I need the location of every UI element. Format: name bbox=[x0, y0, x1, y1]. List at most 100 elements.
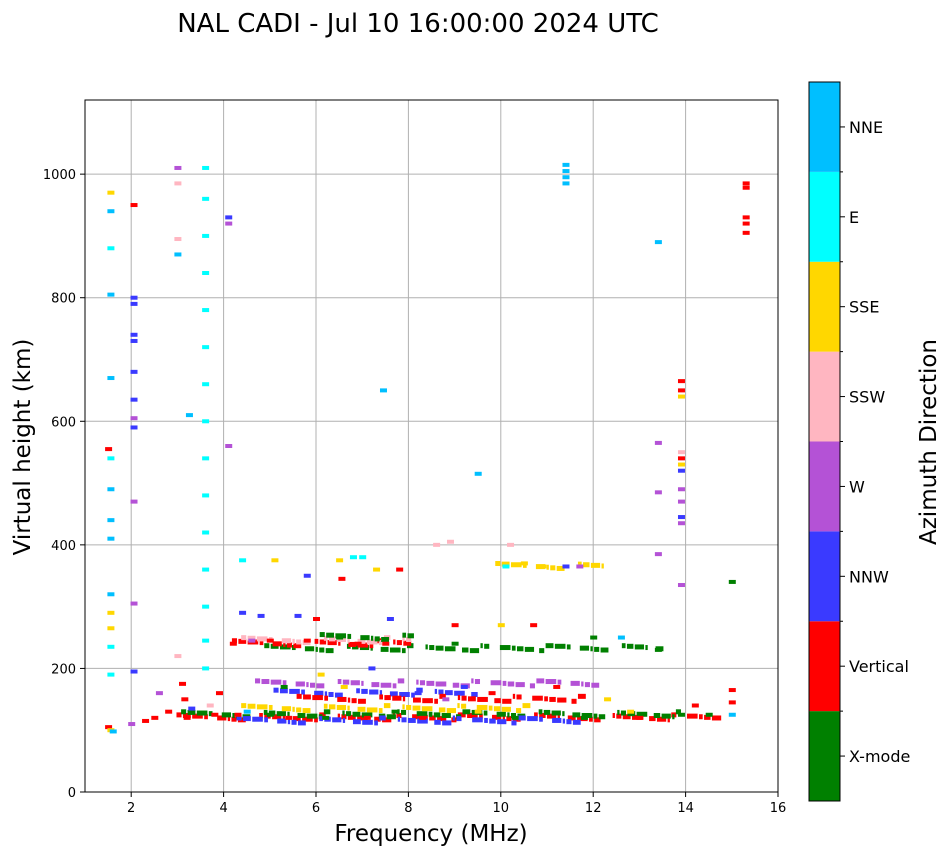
echo-point bbox=[562, 181, 570, 186]
echo-band-mark bbox=[342, 679, 350, 685]
echo-band-mark bbox=[352, 719, 361, 725]
echo-band-mark bbox=[577, 561, 582, 567]
echo-point bbox=[317, 672, 325, 677]
echo-band-mark bbox=[402, 704, 405, 710]
echo-point bbox=[107, 292, 115, 297]
echo-band-mark bbox=[396, 640, 402, 646]
echo-band-mark bbox=[243, 716, 251, 722]
echo-band-mark bbox=[547, 713, 557, 719]
echo-point bbox=[185, 413, 193, 418]
echo-point bbox=[539, 564, 547, 569]
echo-point bbox=[562, 162, 570, 167]
echo-band-mark bbox=[293, 643, 302, 649]
echo-band-mark bbox=[499, 645, 511, 651]
echo-band-mark bbox=[543, 709, 551, 715]
echo-point bbox=[202, 530, 210, 535]
echo-band-mark bbox=[645, 645, 648, 651]
echo-point bbox=[617, 635, 625, 640]
y-axis-ticks: 0 200 400 600 800 1000 bbox=[43, 168, 85, 801]
echo-band-mark bbox=[393, 639, 396, 645]
echo-band-mark bbox=[323, 635, 328, 641]
echo-point bbox=[336, 635, 344, 640]
echo-band-mark bbox=[488, 705, 493, 711]
echo-point bbox=[562, 169, 570, 174]
echo-band-mark bbox=[328, 704, 336, 710]
echo-band-mark bbox=[326, 632, 335, 638]
echo-band-mark bbox=[434, 688, 438, 694]
echo-point bbox=[248, 638, 256, 643]
echo-point bbox=[336, 558, 344, 563]
y-tick-label: 0 bbox=[68, 786, 76, 801]
echo-band-mark bbox=[302, 708, 311, 714]
echo-band-mark bbox=[506, 716, 512, 722]
echo-band-mark bbox=[452, 682, 460, 688]
echo-band-mark bbox=[649, 716, 656, 722]
echo-band-mark bbox=[572, 712, 581, 718]
echo-band-mark bbox=[314, 690, 324, 696]
echo-band-mark bbox=[378, 708, 383, 714]
echo-band-mark bbox=[192, 713, 203, 719]
echo-band-mark bbox=[366, 639, 378, 645]
echo-point bbox=[202, 165, 210, 170]
echo-band-mark bbox=[204, 714, 208, 720]
echo-band-mark bbox=[281, 706, 292, 712]
echo-point bbox=[130, 416, 138, 421]
echo-point bbox=[107, 536, 115, 541]
echo-band-mark bbox=[636, 711, 648, 717]
echo-band-mark bbox=[532, 695, 543, 701]
echo-band-mark bbox=[264, 717, 268, 723]
echo-band-mark bbox=[562, 711, 565, 717]
colorbar-segment bbox=[809, 261, 840, 352]
echo-band-mark bbox=[337, 713, 341, 719]
echo-band-mark bbox=[428, 711, 433, 717]
echo-point bbox=[627, 709, 635, 714]
colorbar-tick-label: SSW bbox=[849, 388, 885, 407]
echo-point bbox=[107, 518, 115, 523]
echo-band-mark bbox=[255, 678, 261, 684]
echo-band-mark bbox=[337, 679, 342, 685]
y-tick-label: 1000 bbox=[43, 168, 76, 183]
echo-point bbox=[107, 626, 115, 631]
echo-band-mark bbox=[379, 690, 383, 696]
echo-band-mark bbox=[273, 687, 279, 693]
echo-point bbox=[239, 610, 247, 615]
echo-band-mark bbox=[711, 715, 722, 721]
echo-band-mark bbox=[304, 646, 315, 652]
echo-band-mark bbox=[283, 641, 286, 647]
echo-band-mark bbox=[378, 640, 383, 646]
echo-point bbox=[215, 691, 223, 696]
echo-band-mark bbox=[590, 646, 593, 652]
echo-band-mark bbox=[438, 707, 446, 713]
echo-band-mark bbox=[366, 707, 378, 713]
echo-band-mark bbox=[429, 645, 435, 651]
echo-band-mark bbox=[534, 712, 538, 718]
echo-band-mark bbox=[622, 714, 631, 720]
echo-point bbox=[677, 388, 685, 393]
echo-band-mark bbox=[314, 717, 318, 723]
echo-band-mark bbox=[492, 714, 502, 720]
echo-point bbox=[130, 338, 138, 343]
echo-point bbox=[382, 641, 390, 646]
echo-point bbox=[654, 552, 662, 557]
echo-band-mark bbox=[328, 636, 336, 642]
y-tick-label: 200 bbox=[51, 662, 76, 677]
echo-band-mark bbox=[656, 716, 667, 722]
echo-band-mark bbox=[401, 648, 406, 654]
echo-point bbox=[562, 564, 570, 569]
echo-point bbox=[604, 697, 612, 702]
echo-band-mark bbox=[484, 717, 488, 723]
echo-point bbox=[109, 729, 117, 734]
echo-point bbox=[229, 641, 237, 646]
echo-band-mark bbox=[416, 679, 419, 685]
echo-point bbox=[677, 521, 685, 526]
echo-band-mark bbox=[270, 679, 282, 685]
echo-band-mark bbox=[263, 709, 268, 715]
echo-band-mark bbox=[389, 691, 398, 697]
echo-band-mark bbox=[286, 642, 292, 648]
plot-area: 2 4 6 8 10 12 14 16 0 200 400 600 800 1000 bbox=[43, 99, 786, 816]
echo-band-mark bbox=[570, 680, 580, 686]
echo-band-mark bbox=[350, 680, 360, 686]
data-marks bbox=[105, 162, 750, 734]
echo-point bbox=[368, 666, 376, 671]
echo-band-mark bbox=[301, 689, 305, 695]
